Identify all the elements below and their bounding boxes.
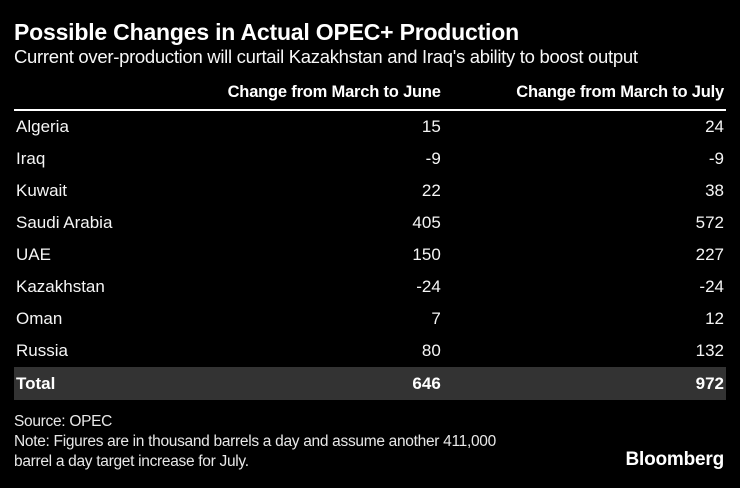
- row-label: Russia: [16, 341, 68, 360]
- row-label: UAE: [16, 245, 51, 264]
- table-total-row: Total 646 972: [14, 367, 726, 400]
- page-subtitle: Current over-production will curtail Kaz…: [14, 46, 638, 67]
- row-label: Saudi Arabia: [16, 213, 113, 232]
- row-value-june: 22: [421, 181, 441, 200]
- row-value-july: 132: [695, 341, 724, 360]
- table-row: Kuwait 22 38: [14, 175, 726, 207]
- table-row: UAE 150 227: [14, 239, 726, 271]
- row-value-july: 572: [695, 213, 724, 232]
- row-value-july: -9: [708, 149, 724, 168]
- note-line-1: Note: Figures are in thousand barrels a …: [14, 433, 496, 450]
- row-value-july: -24: [699, 277, 724, 296]
- table-row: Russia 80 132: [14, 335, 726, 367]
- opec-production-table: Change from March to June Change from Ma…: [14, 83, 726, 400]
- column-header-june: Change from March to June: [227, 83, 441, 101]
- row-value-june: 7: [431, 309, 441, 328]
- row-value-june: -24: [416, 277, 441, 296]
- row-value-june: 80: [421, 341, 441, 360]
- row-label: Iraq: [16, 149, 46, 168]
- page-title: Possible Changes in Actual OPEC+ Product…: [14, 19, 519, 45]
- column-header-july: Change from March to July: [516, 83, 724, 101]
- row-value-june: 405: [412, 213, 441, 232]
- row-value-july: 38: [705, 181, 724, 200]
- source-line: Source: OPEC: [14, 413, 113, 430]
- footer-notes: Source: OPEC Note: Figures are in thousa…: [14, 412, 726, 472]
- table-row: Iraq -9 -9: [14, 143, 726, 175]
- row-label: Algeria: [16, 117, 69, 136]
- table-row: Kazakhstan -24 -24: [14, 271, 726, 303]
- row-value-june: 15: [421, 117, 441, 136]
- bloomberg-logo: Bloomberg: [625, 449, 725, 470]
- row-value-july: 12: [705, 309, 724, 328]
- total-value-june: 646: [412, 373, 441, 393]
- table-row: Saudi Arabia 405 572: [14, 207, 726, 239]
- row-value-june: 150: [412, 245, 441, 264]
- table-header-row: Change from March to June Change from Ma…: [14, 83, 726, 111]
- total-label: Total: [16, 373, 56, 393]
- row-value-july: 227: [695, 245, 724, 264]
- row-value-july: 24: [705, 117, 724, 136]
- table-row: Oman 7 12: [14, 303, 726, 335]
- row-label: Kuwait: [16, 181, 68, 200]
- note-line-2: barrel a day target increase for July.: [14, 453, 249, 470]
- row-label: Oman: [16, 309, 63, 328]
- row-label: Kazakhstan: [16, 277, 105, 296]
- row-value-june: -9: [425, 149, 441, 168]
- total-value-july: 972: [695, 373, 724, 393]
- table-row: Algeria 15 24: [14, 111, 726, 143]
